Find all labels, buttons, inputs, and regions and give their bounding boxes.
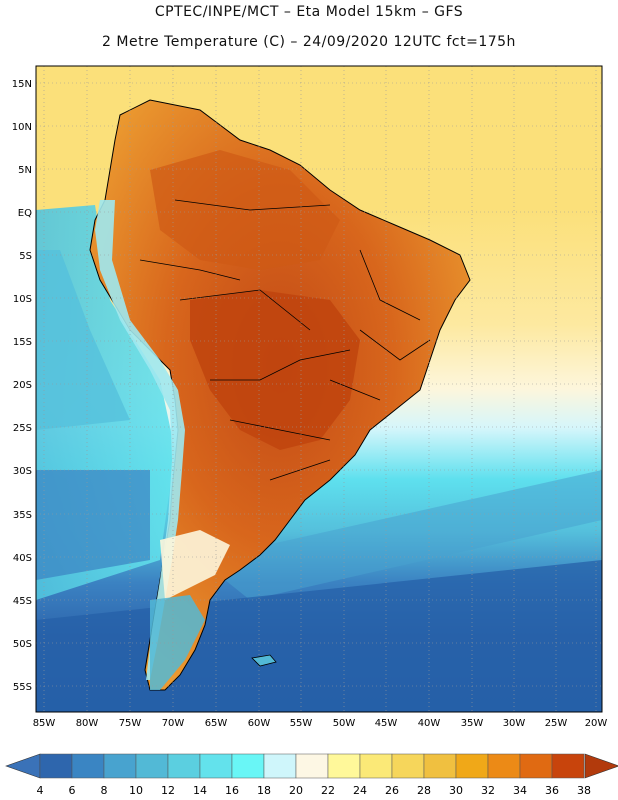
lon-label: 80W (76, 718, 99, 729)
longitude-labels: 85W 80W 75W 70W 65W 60W 55W 50W 45W 40W … (33, 718, 608, 729)
title-line-1: CPTEC/INPE/MCT – Eta Model 15km – GFS (154, 4, 464, 20)
lon-label: 50W (333, 718, 356, 729)
colorbar-segment (359, 753, 393, 779)
lon-label: 45W (375, 718, 398, 729)
lon-label: 60W (248, 718, 271, 729)
colorbar-segment (135, 753, 169, 779)
hot-interior-region (190, 290, 360, 450)
colorbar-segment (295, 753, 329, 779)
lat-label: 30S (13, 466, 32, 477)
colorbar-segment (39, 753, 73, 779)
lon-label: 75W (119, 718, 142, 729)
country-borders (139, 199, 431, 481)
patagonia-mild-region (160, 530, 230, 600)
lon-label: 85W (33, 718, 56, 729)
colorbar-left-arrow (5, 753, 41, 779)
lon-label: 25W (545, 718, 568, 729)
colorbar-label: 32 (481, 784, 495, 797)
colorbar-segment (455, 753, 489, 779)
colorbar-segment (103, 753, 137, 779)
colorbar-label: 24 (353, 784, 367, 797)
colorbar-segment (231, 753, 265, 779)
colorbar-label: 28 (417, 784, 431, 797)
pacific-mid-region (36, 250, 130, 430)
patagonia-cold-region (150, 595, 205, 690)
pacific-south-region (36, 470, 150, 580)
map-frame (35, 65, 603, 713)
colorbar-label: 8 (101, 784, 108, 797)
colorbar-right-arrow (584, 753, 618, 779)
colorbar-label: 34 (513, 784, 527, 797)
colorbar-segment (263, 753, 297, 779)
lon-label: 40W (418, 718, 441, 729)
lat-label: 50S (13, 639, 32, 650)
colorbar-label: 22 (321, 784, 335, 797)
andes-cold-strip (95, 200, 185, 680)
lat-label: 55S (13, 682, 32, 693)
colorbar-segment (551, 753, 585, 779)
lat-label: 35S (13, 510, 32, 521)
colorbar-label: 38 (577, 784, 591, 797)
atlantic-mid-band (200, 470, 602, 600)
colorbar-segment (519, 753, 553, 779)
lat-label: 15S (13, 337, 32, 348)
colorbar-label: 26 (385, 784, 399, 797)
lat-label: 5S (19, 251, 32, 262)
colorbar-segment (487, 753, 521, 779)
colorbar-segment (423, 753, 457, 779)
colorbar-segment (167, 753, 201, 779)
falkland-islands (251, 654, 277, 667)
amazon-hot-region (150, 150, 340, 270)
colorbar-segments (39, 753, 585, 779)
colorbar-label: 18 (257, 784, 271, 797)
map-body (36, 66, 602, 712)
lat-label: 15N (12, 79, 32, 90)
colorbar-label: 20 (289, 784, 303, 797)
latitude-labels: 15N 10N 5N EQ 5S 10S 15S 20S 25S 30S 35S… (12, 79, 32, 693)
lon-label: 70W (162, 718, 185, 729)
lat-label: 40S (13, 553, 32, 564)
colorbar-label: 10 (129, 784, 143, 797)
lon-label: 30W (503, 718, 526, 729)
lat-label: 10N (12, 122, 32, 133)
colorbar-segment (71, 753, 105, 779)
colorbar-label: 6 (69, 784, 76, 797)
colorbar: 4 6 8 10 12 14 16 18 20 22 24 26 28 30 3… (5, 753, 618, 797)
colorbar-label: 36 (545, 784, 559, 797)
colorbar-segment (199, 753, 233, 779)
lat-label: 10S (13, 294, 32, 305)
colorbar-label: 12 (161, 784, 175, 797)
lon-label: 55W (290, 718, 313, 729)
lat-label: EQ (18, 208, 32, 219)
lon-label: 65W (205, 718, 228, 729)
colorbar-label: 16 (225, 784, 239, 797)
lat-label: 45S (13, 596, 32, 607)
colorbar-segment (327, 753, 361, 779)
title-line-2: 2 Metre Temperature (C) – 24/09/2020 12U… (102, 34, 516, 50)
lon-label: 35W (461, 718, 484, 729)
lon-label: 20W (585, 718, 608, 729)
colorbar-label: 14 (193, 784, 207, 797)
colorbar-label: 30 (449, 784, 463, 797)
lat-label: 5N (18, 165, 32, 176)
colorbar-label: 4 (37, 784, 44, 797)
colorbar-segment (391, 753, 425, 779)
colorbar-labels: 4 6 8 10 12 14 16 18 20 22 24 26 28 30 3… (37, 784, 592, 797)
lat-label: 20S (13, 380, 32, 391)
lat-label: 25S (13, 423, 32, 434)
